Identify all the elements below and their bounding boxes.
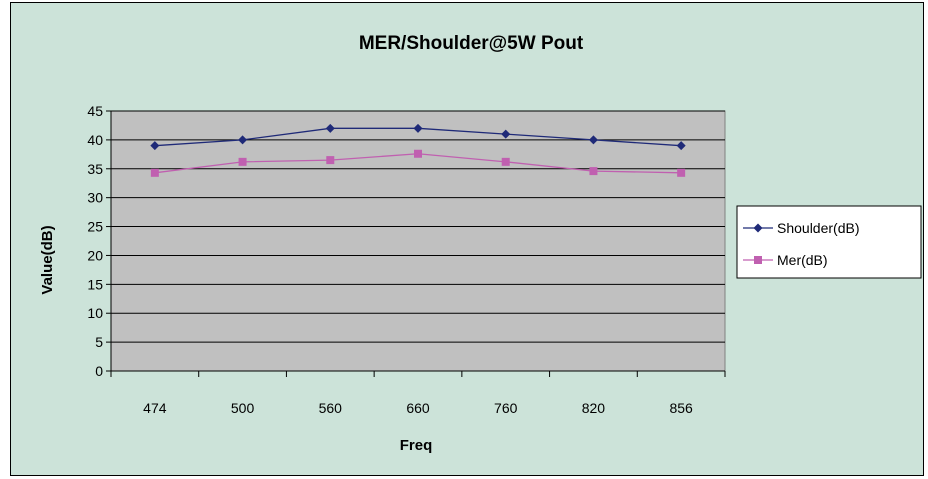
legend-label: Mer(dB): [777, 252, 828, 268]
plot-area: 0 5 10 15 20 25 30 35 40 45 474 500 560 660 760 820 856: [87, 103, 725, 416]
x-tick-label: 820: [582, 400, 606, 416]
y-tick-label: 5: [95, 334, 103, 350]
data-point: [239, 158, 247, 166]
data-point: [589, 167, 597, 175]
legend-label: Shoulder(dB): [777, 220, 860, 236]
legend-marker: [754, 256, 762, 264]
data-point: [326, 156, 334, 164]
x-tick-label: 474: [143, 400, 167, 416]
x-tick-label: 760: [494, 400, 518, 416]
y-tick-label: 10: [87, 305, 103, 321]
chart-area: MER/Shoulder@5W Pout 0 5 10 15 20 25 30 35 40 45 4…: [10, 2, 924, 476]
legend-box: [737, 206, 921, 278]
y-tick-label: 35: [87, 161, 103, 177]
data-point: [502, 158, 510, 166]
y-tick-label: 15: [87, 276, 103, 292]
line-chart: MER/Shoulder@5W Pout 0 5 10 15 20 25 30 35 40 45 4…: [11, 3, 923, 475]
data-point: [677, 169, 685, 177]
data-point: [414, 150, 422, 158]
y-axis-label: Value(dB): [39, 225, 56, 294]
y-tick-label: 25: [87, 219, 103, 235]
x-tick-label: 660: [406, 400, 430, 416]
y-tick-label: 40: [87, 132, 103, 148]
legend: Shoulder(dB) Mer(dB): [737, 206, 921, 278]
x-tick-label: 560: [319, 400, 343, 416]
x-tick-label: 500: [231, 400, 255, 416]
data-point: [151, 169, 159, 177]
x-tick-label: 856: [669, 400, 693, 416]
y-tick-label: 20: [87, 247, 103, 263]
y-tick-label: 45: [87, 103, 103, 119]
chart-title: MER/Shoulder@5W Pout: [359, 33, 584, 54]
y-tick-label: 30: [87, 190, 103, 206]
y-tick-label: 0: [95, 363, 103, 379]
x-axis-label: Freq: [400, 437, 433, 454]
